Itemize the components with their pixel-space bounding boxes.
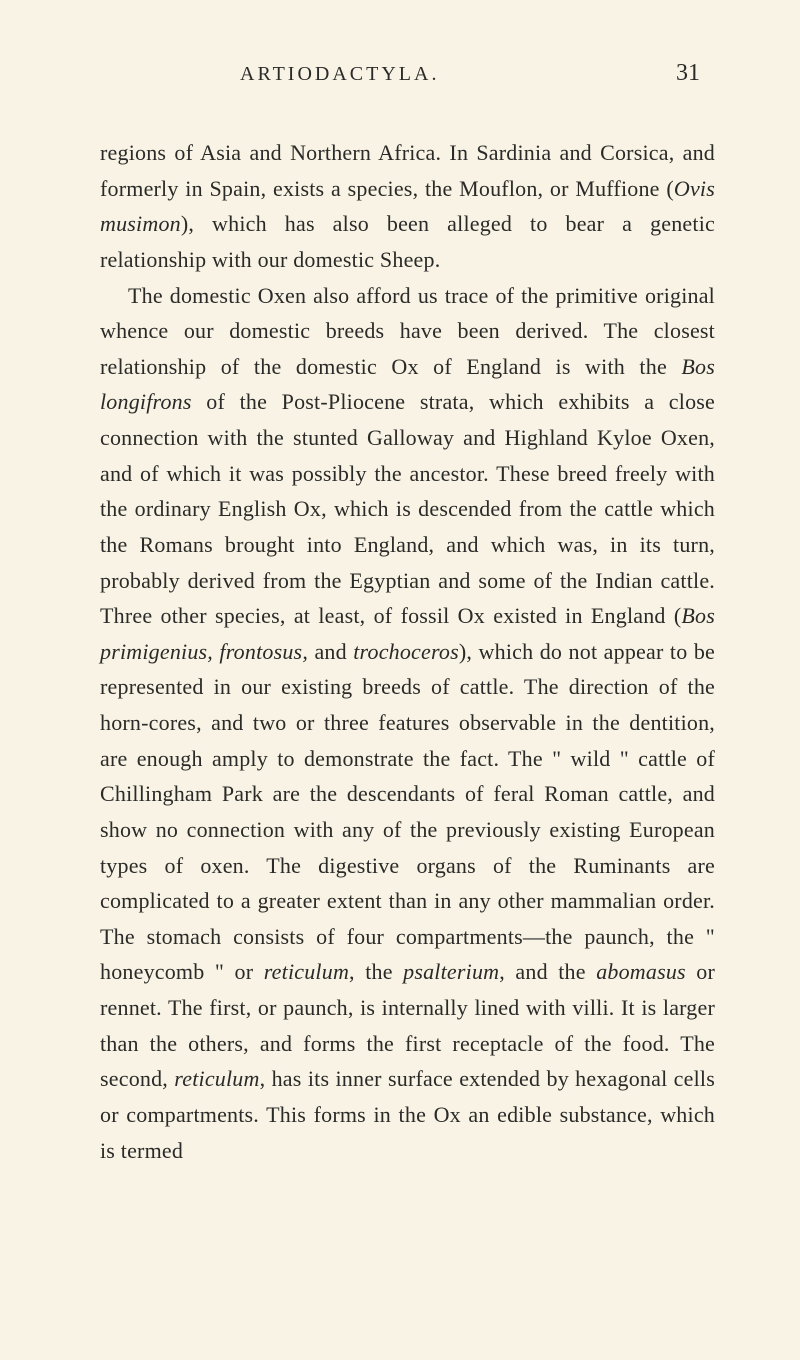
page-header: ARTIODACTYLA. 31 — [100, 60, 715, 87]
text-run: The domestic Oxen also afford us trace o… — [100, 283, 715, 379]
text-run: ), which do not appear to be represented… — [100, 639, 715, 985]
text-run: , the — [349, 959, 403, 984]
text-run: ), which has also been alleged to bear a… — [100, 211, 715, 272]
italic-term: reticulum — [264, 959, 349, 984]
text-run: regions of Asia and Northern Africa. In … — [100, 140, 715, 201]
text-run: of the Post-Pliocene strata, which exhib… — [100, 389, 715, 628]
italic-term: abomasus — [596, 959, 686, 984]
italic-term: psalterium — [403, 959, 499, 984]
body-text: regions of Asia and Northern Africa. In … — [100, 135, 715, 1168]
running-title: ARTIODACTYLA. — [240, 63, 439, 86]
paragraph-2: The domestic Oxen also afford us trace o… — [100, 278, 715, 1169]
paragraph-1: regions of Asia and Northern Africa. In … — [100, 135, 715, 278]
italic-term: reticulum — [174, 1066, 259, 1091]
page-number: 31 — [676, 60, 700, 87]
italic-term: trochoceros — [353, 639, 459, 664]
text-run: , and the — [499, 959, 596, 984]
text-run: and — [308, 639, 353, 664]
